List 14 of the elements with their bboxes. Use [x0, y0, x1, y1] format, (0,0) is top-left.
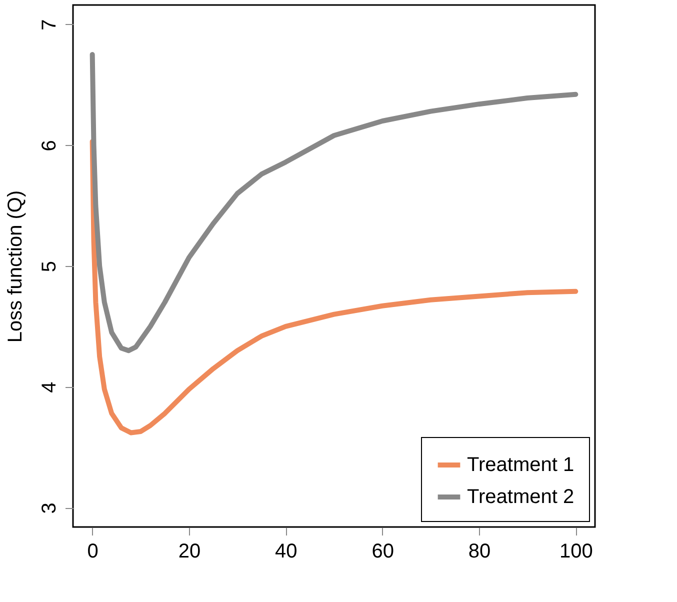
- y-tick-label: 5: [38, 260, 60, 272]
- y-tick-label: 6: [38, 140, 60, 152]
- legend-label: Treatment 2: [467, 486, 574, 508]
- y-axis-title: Loss function (Q): [4, 190, 26, 343]
- x-tick-label: 0: [87, 540, 98, 562]
- x-tick-label: 40: [275, 540, 298, 562]
- x-tick-label: 100: [559, 540, 593, 562]
- y-tick-label: 4: [38, 382, 60, 393]
- x-tick-label: 60: [372, 540, 394, 562]
- x-tick-label: 20: [178, 540, 201, 562]
- y-tick-label: 3: [38, 502, 60, 514]
- x-tick-label: 80: [468, 540, 491, 562]
- legend-label: Treatment 1: [467, 454, 574, 476]
- y-tick-label: 7: [38, 19, 60, 30]
